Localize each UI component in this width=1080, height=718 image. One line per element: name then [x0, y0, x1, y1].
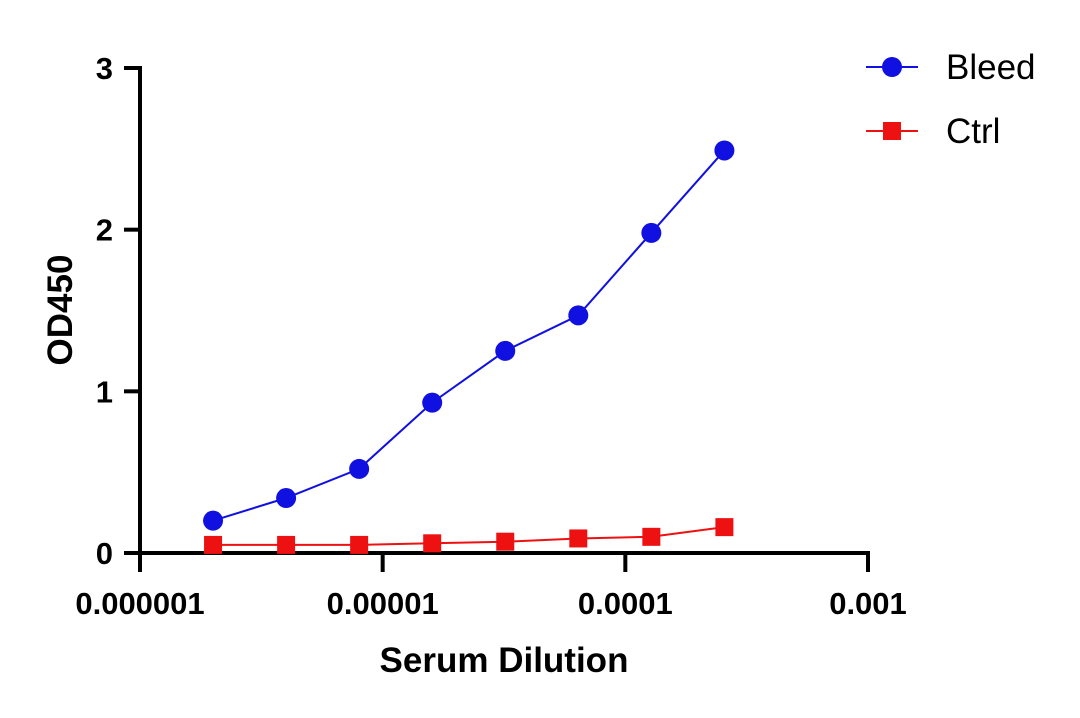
legend-label: Bleed — [946, 48, 1036, 87]
data-point-bleed — [422, 392, 443, 413]
data-point-ctrl — [277, 535, 296, 554]
data-point-ctrl — [350, 535, 369, 554]
x-ticks: 0.000001 0.00001 0.0001 0.001 — [75, 553, 907, 621]
data-point-ctrl — [569, 529, 588, 548]
x-tick-label: 0.00001 — [327, 586, 439, 621]
data-point-bleed — [349, 458, 370, 479]
series-line-ctrl — [213, 526, 725, 546]
x-tick-label: 0.001 — [829, 586, 907, 621]
series-bleed — [203, 140, 735, 531]
data-point-ctrl — [204, 535, 223, 554]
x-tick-label: 0.0001 — [578, 586, 673, 621]
data-point-bleed — [714, 140, 735, 161]
y-axis-title: OD450 — [41, 255, 80, 366]
data-point-bleed — [276, 488, 297, 509]
legend-label: Ctrl — [946, 112, 1000, 151]
data-point-bleed — [568, 305, 589, 326]
x-tick-label: 0.000001 — [75, 586, 204, 621]
series-line-bleed — [212, 149, 726, 522]
legend-item-ctrl: Ctrl — [866, 112, 1000, 151]
data-point-ctrl — [496, 532, 515, 551]
data-point-ctrl — [642, 527, 661, 546]
y-tick-label: 2 — [96, 213, 113, 248]
data-point-ctrl — [715, 518, 734, 537]
legend-marker — [882, 57, 902, 77]
legend-marker — [883, 122, 901, 140]
x-axis-title: Serum Dilution — [380, 641, 629, 680]
data-point-bleed — [641, 222, 662, 243]
y-ticks: 0 1 2 3 — [96, 51, 140, 571]
y-tick-label: 1 — [96, 374, 113, 409]
series-ctrl — [204, 518, 734, 554]
y-tick-label: 0 — [96, 536, 113, 571]
y-tick-label: 3 — [96, 51, 113, 86]
legend-item-bleed: Bleed — [866, 48, 1036, 87]
legend: Bleed Ctrl — [866, 48, 1036, 151]
data-point-ctrl — [423, 534, 442, 553]
data-point-bleed — [203, 510, 224, 531]
series-group — [203, 140, 735, 554]
axes — [138, 66, 870, 555]
data-point-bleed — [495, 340, 516, 361]
